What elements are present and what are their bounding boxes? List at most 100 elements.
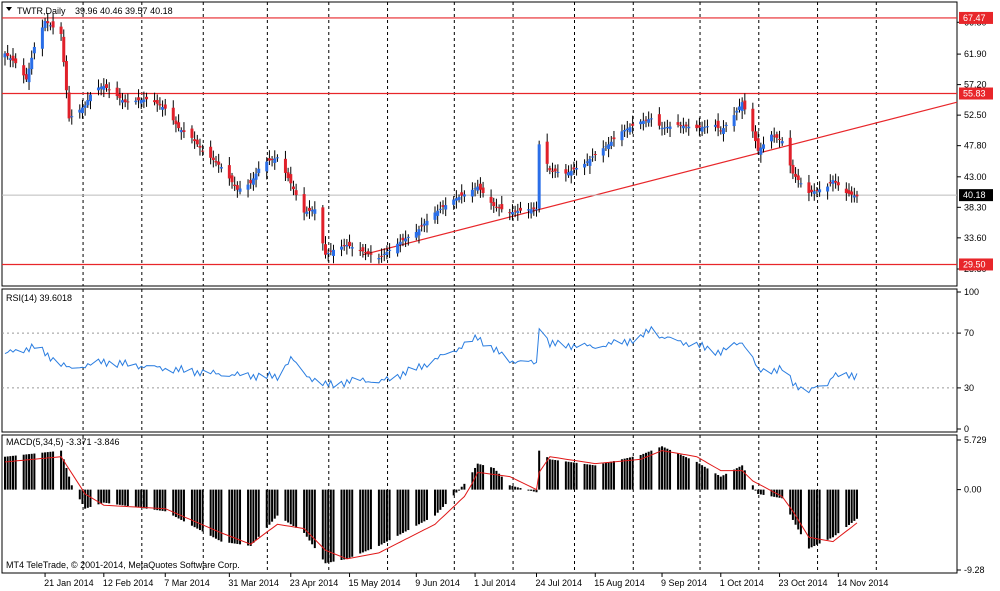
candle-body: [497, 207, 501, 209]
candle-body: [489, 196, 493, 203]
candle-body: [583, 163, 587, 168]
candle-body: [518, 207, 522, 211]
macd-histogram-bar: [444, 489, 447, 505]
candle-body: [369, 253, 373, 255]
candle-body: [350, 247, 354, 249]
candle-body: [233, 184, 237, 187]
macd-histogram-bar: [385, 489, 388, 542]
candle-body: [364, 252, 368, 254]
candle-body: [193, 139, 197, 142]
macd-histogram-bar: [22, 454, 25, 490]
candle-body: [388, 249, 392, 251]
candle-body: [620, 131, 624, 141]
candle-body: [104, 84, 108, 88]
macd-histogram-bar: [850, 489, 853, 523]
time-axis-label: 31 Mar 2014: [228, 578, 279, 588]
candle-body: [591, 156, 595, 158]
macd-histogram-bar: [677, 453, 680, 490]
rsi-pane[interactable]: [1, 288, 958, 433]
macd-histogram-bar: [813, 489, 816, 547]
candle-body: [161, 107, 165, 110]
candle-body: [121, 100, 125, 103]
candlestick-series: [3, 13, 859, 264]
candle-body: [153, 100, 157, 103]
macd-histogram-bar: [212, 489, 215, 538]
macd-histogram-bar: [25, 454, 28, 490]
macd-histogram-bar: [666, 448, 669, 490]
candle-body: [791, 164, 795, 174]
candle-body: [88, 94, 92, 102]
candle-body: [219, 167, 223, 169]
macd-histogram-bar: [351, 489, 354, 557]
macd-histogram-bar: [527, 489, 530, 491]
macd-histogram-bar: [722, 475, 725, 490]
candle-body: [267, 158, 271, 161]
macd-histogram-bar: [209, 489, 212, 536]
candle-body: [548, 168, 552, 171]
macd-histogram-bar: [743, 470, 746, 490]
candle-body: [735, 110, 739, 113]
candle-body: [420, 225, 424, 227]
candle-body: [697, 125, 701, 128]
candle-body: [836, 182, 840, 186]
macd-histogram-bar: [172, 489, 175, 516]
candle-body: [324, 244, 328, 255]
candle-body: [305, 211, 309, 214]
candle-body: [27, 68, 31, 83]
candle-body: [510, 212, 514, 215]
time-axis-label: 1 Jul 2014: [474, 578, 516, 588]
candle-body: [67, 92, 71, 119]
macd-histogram-bar: [757, 489, 760, 494]
macd-histogram-bar: [33, 453, 36, 490]
candle-body: [238, 188, 242, 192]
macd-histogram-bar: [658, 447, 661, 490]
candle-body: [508, 212, 512, 214]
horizontal-level-lines[interactable]: [2, 17, 958, 266]
candle-body: [852, 195, 856, 198]
candle-body: [294, 190, 298, 195]
dropdown-triangle-icon[interactable]: [6, 7, 12, 11]
macd-histogram-bar: [383, 489, 386, 544]
macd-histogram-bar: [650, 450, 653, 490]
macd-histogram-bar: [631, 456, 634, 490]
macd-histogram-bar: [834, 489, 837, 536]
main-price-pane[interactable]: [1, 1, 958, 287]
macd-histogram-bar: [463, 483, 466, 490]
macd-histogram-bar: [583, 463, 586, 490]
candle-body: [377, 257, 381, 260]
macd-histogram-bar: [535, 489, 538, 493]
macd-histogram-bar: [738, 466, 741, 490]
candle-body: [86, 99, 90, 106]
macd-histogram-bar: [594, 465, 597, 490]
rsi-series: [2, 325, 957, 394]
macd-histogram-bar: [554, 460, 557, 490]
macd-histogram-bar: [142, 489, 145, 509]
candle-body: [43, 20, 47, 28]
candle-body: [647, 119, 651, 123]
macd-histogram-bar: [818, 489, 821, 544]
candle-body: [302, 194, 306, 213]
macd-histogram-bar: [6, 456, 9, 490]
candle-body: [676, 122, 680, 125]
rsi-axis-label: 70: [964, 328, 974, 338]
chart-header: TWTR,Daily 39.96 40.46 39.57 40.18: [6, 6, 173, 16]
candle-body: [115, 87, 119, 97]
candle-body: [201, 150, 205, 152]
candle-body: [273, 158, 277, 163]
macd-histogram-bar: [508, 485, 511, 490]
candle-body: [361, 247, 365, 252]
candle-body: [358, 249, 362, 251]
macd-histogram-bar: [500, 476, 503, 490]
trend-line[interactable]: [362, 101, 958, 256]
candle-body: [286, 172, 290, 179]
candle-body: [6, 53, 10, 56]
macd-histogram-bar: [519, 488, 522, 490]
candle-body: [190, 128, 194, 138]
rsi-axis-label: 30: [964, 383, 974, 393]
candle-body: [593, 154, 597, 156]
time-axis-label: 15 May 2014: [349, 578, 401, 588]
candle-body: [625, 128, 629, 131]
macd-histogram-bar: [233, 489, 236, 544]
macd-histogram-bar: [97, 489, 100, 505]
